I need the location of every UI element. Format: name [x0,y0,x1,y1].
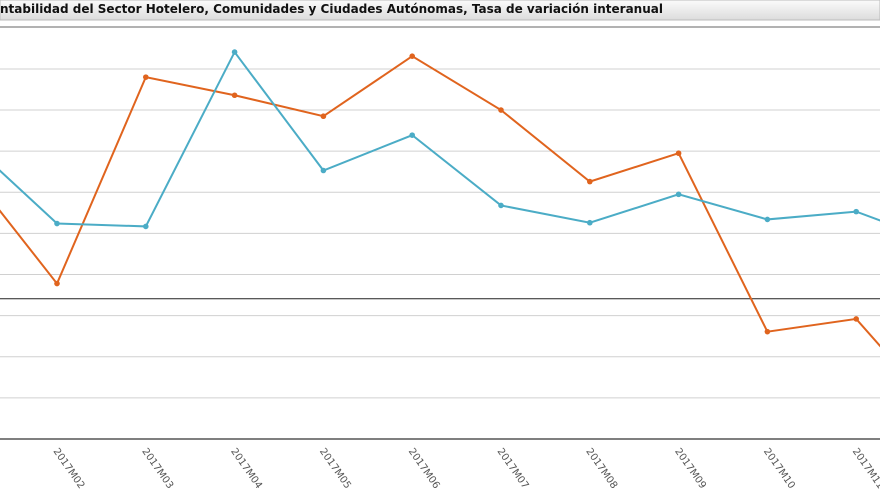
x-tick-label: 2017M09 [672,446,708,491]
data-point [587,178,593,185]
x-tick-label: 2017M07 [495,446,531,491]
x-tick-label: 2017M02 [51,446,87,491]
data-point [54,280,60,287]
title-bar [0,0,880,21]
data-point [853,316,859,322]
data-point [409,53,416,59]
data-point [853,208,859,215]
data-point [498,107,504,113]
x-tick-label: 2017M11 [850,446,880,491]
data-point [764,328,771,335]
data-point [143,223,149,230]
series-line [0,50,880,228]
x-tick-label: 2017M08 [583,446,619,491]
data-point [143,74,149,80]
series-line [0,55,880,348]
data-point [320,167,327,174]
data-point [320,113,327,120]
data-point [675,150,682,157]
x-tick-label: 2017M05 [317,446,353,491]
chart-title: ntabilidad del Sector Hotelero, Comunida… [0,2,663,16]
data-point [231,49,238,55]
x-tick-label: 2017M03 [139,446,175,491]
x-tick-label: 2017M04 [228,446,264,491]
data-point [587,219,593,226]
data-point [764,216,771,223]
data-point [54,220,60,227]
x-tick-label: 2017M06 [406,446,442,491]
x-tick-label: 2017M10 [761,446,797,491]
data-point [498,202,504,209]
data-point [409,132,416,138]
data-point [231,92,238,99]
data-point [675,191,682,198]
